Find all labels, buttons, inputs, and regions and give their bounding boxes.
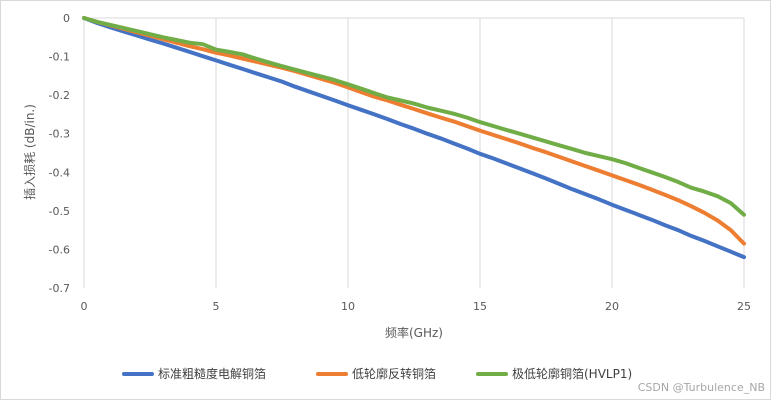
legend-label-2: 低轮廓反转铜箔 xyxy=(352,366,436,381)
x-tick-label: 0 xyxy=(81,300,88,313)
y-tick-label: -0.1 xyxy=(49,51,70,64)
series-lines xyxy=(82,16,746,260)
y-tick-label: -0.4 xyxy=(49,166,70,179)
x-tick-label: 20 xyxy=(605,300,619,313)
legend-label-3: 极低轮廓铜箔(HVLP1) xyxy=(512,366,632,381)
x-tick-label: 10 xyxy=(341,300,355,313)
x-axis-label: 频率(GHz) xyxy=(385,325,443,340)
y-axis-label: 插入损耗 (dB/in.) xyxy=(23,104,37,200)
grid-lines xyxy=(83,17,745,288)
series-line-1 xyxy=(82,16,746,260)
x-tick-label: 5 xyxy=(213,300,220,313)
y-tick-label: -0.5 xyxy=(49,205,70,218)
legend-label-1: 标准粗糙度电解铜箔 xyxy=(158,366,266,381)
series-line-3 xyxy=(82,16,746,217)
x-tick-label: 25 xyxy=(737,300,751,313)
y-tick-label: -0.7 xyxy=(49,282,70,295)
legend: 标准粗糙度电解铜箔 低轮廓反转铜箔 极低轮廓铜箔(HVLP1) xyxy=(122,366,632,381)
watermark: CSDN @Turbulence_NB xyxy=(637,381,765,394)
y-tick-label: -0.2 xyxy=(49,89,70,102)
y-axis-ticks: 0 -0.1 -0.2 -0.3 -0.4 -0.5 -0.6 -0.7 xyxy=(49,12,70,295)
y-tick-label: -0.3 xyxy=(49,128,70,141)
y-tick-label: 0 xyxy=(63,12,70,25)
y-tick-label: -0.6 xyxy=(49,243,70,256)
series-line-2 xyxy=(82,16,746,246)
x-axis-ticks: 0 5 10 15 20 25 xyxy=(81,300,752,313)
x-tick-label: 15 xyxy=(473,300,487,313)
